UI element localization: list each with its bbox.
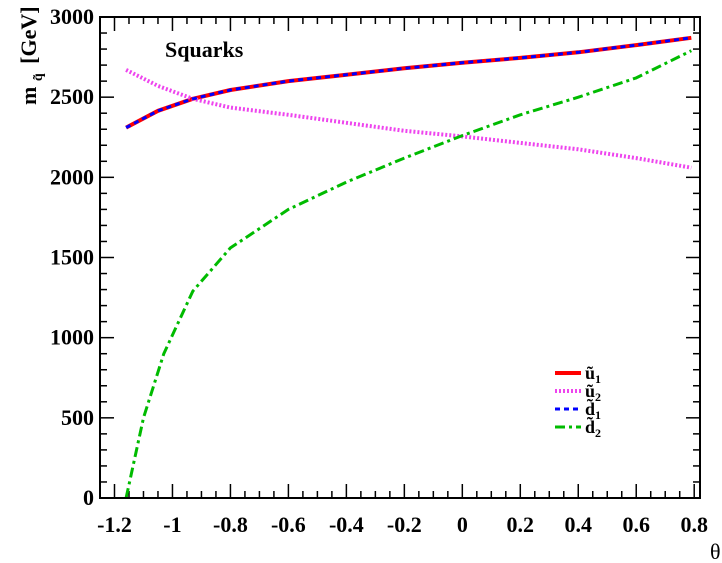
svg-text:m q̃ [GeV]: m q̃ [GeV] — [16, 6, 47, 105]
x-axis-label: θ — [710, 539, 721, 563]
axes: -1.2 -1 -0.8 -0.6 -0.4 -0.2 0 0.2 0.4 0.6 0.8 0 500 1… — [50, 4, 708, 537]
y-tick-label: 1000 — [50, 325, 94, 350]
x-tick-label: 0 — [457, 512, 468, 537]
legend-label-1: ũ1 — [585, 363, 601, 386]
y-tick-label: 2500 — [50, 84, 94, 109]
x-tick-label: 0.6 — [622, 512, 650, 537]
y-tick-label: 0 — [83, 485, 94, 510]
x-tick-label: 0.4 — [565, 512, 593, 537]
series-line-2 — [125, 68, 692, 170]
legend-label-3: d̃1 — [585, 399, 601, 422]
y-tick-label: 2000 — [50, 164, 94, 189]
y-tick-label: 500 — [61, 405, 94, 430]
y-axis-label: m q̃ [GeV] — [16, 6, 47, 105]
x-tick-label: -0.2 — [387, 512, 422, 537]
y-axis-label-units: [GeV] — [16, 6, 41, 63]
y-tick-label: 3000 — [50, 4, 94, 29]
legend-label-4: d̃2 — [585, 417, 601, 440]
y-axis-label-sub: q̃ — [31, 73, 46, 81]
chart-annotation: Squarks — [165, 37, 244, 62]
x-tick-label: -0.8 — [213, 512, 248, 537]
x-tick-label: -0.6 — [271, 512, 306, 537]
series-layer — [124, 35, 692, 498]
y-axis-label-main: m — [16, 87, 41, 105]
x-tick-label: 0.8 — [680, 512, 708, 537]
plot-frame — [99, 16, 701, 499]
x-tick-label: 0.2 — [507, 512, 535, 537]
series-line-3 — [125, 36, 692, 129]
x-tick-label: -1.2 — [97, 512, 132, 537]
series-line-4 — [124, 49, 692, 498]
y-tick-label: 1500 — [50, 245, 94, 270]
legend-label-2: ũ2 — [585, 381, 601, 404]
x-tick-label: -0.4 — [329, 512, 364, 537]
x-tick-label: -1 — [163, 512, 181, 537]
